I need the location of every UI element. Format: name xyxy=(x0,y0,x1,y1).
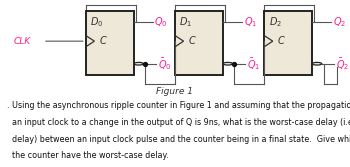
Text: $\bar{Q}_2$: $\bar{Q}_2$ xyxy=(336,56,350,72)
Text: $Q_2$: $Q_2$ xyxy=(333,16,346,29)
Text: an input clock to a change in the output of Q is 9ns, what is the worst-case del: an input clock to a change in the output… xyxy=(7,118,350,127)
Circle shape xyxy=(134,62,143,65)
Text: . Using the asynchronous ripple counter in Figure 1 and assuming that the propag: . Using the asynchronous ripple counter … xyxy=(7,101,350,110)
Text: the counter have the worst-case delay.: the counter have the worst-case delay. xyxy=(7,151,169,160)
Text: $Q_1$: $Q_1$ xyxy=(244,16,257,29)
Text: CLK: CLK xyxy=(14,37,31,46)
Text: delay) between an input clock pulse and the counter being in a final state.  Giv: delay) between an input clock pulse and … xyxy=(7,135,350,144)
Text: Figure 1: Figure 1 xyxy=(156,88,194,96)
Text: C: C xyxy=(99,36,106,46)
Bar xyxy=(175,11,223,75)
Bar xyxy=(264,11,312,75)
Circle shape xyxy=(312,62,322,65)
Text: C: C xyxy=(189,36,195,46)
Text: $D_1$: $D_1$ xyxy=(180,16,193,29)
Text: $D_2$: $D_2$ xyxy=(269,16,282,29)
Bar xyxy=(86,11,134,75)
Text: $\bar{Q}_0$: $\bar{Q}_0$ xyxy=(158,56,172,72)
Text: C: C xyxy=(278,36,285,46)
Circle shape xyxy=(223,62,233,65)
Text: $\bar{Q}_1$: $\bar{Q}_1$ xyxy=(247,56,260,72)
Text: $D_0$: $D_0$ xyxy=(90,16,104,29)
Text: $Q_0$: $Q_0$ xyxy=(154,16,168,29)
